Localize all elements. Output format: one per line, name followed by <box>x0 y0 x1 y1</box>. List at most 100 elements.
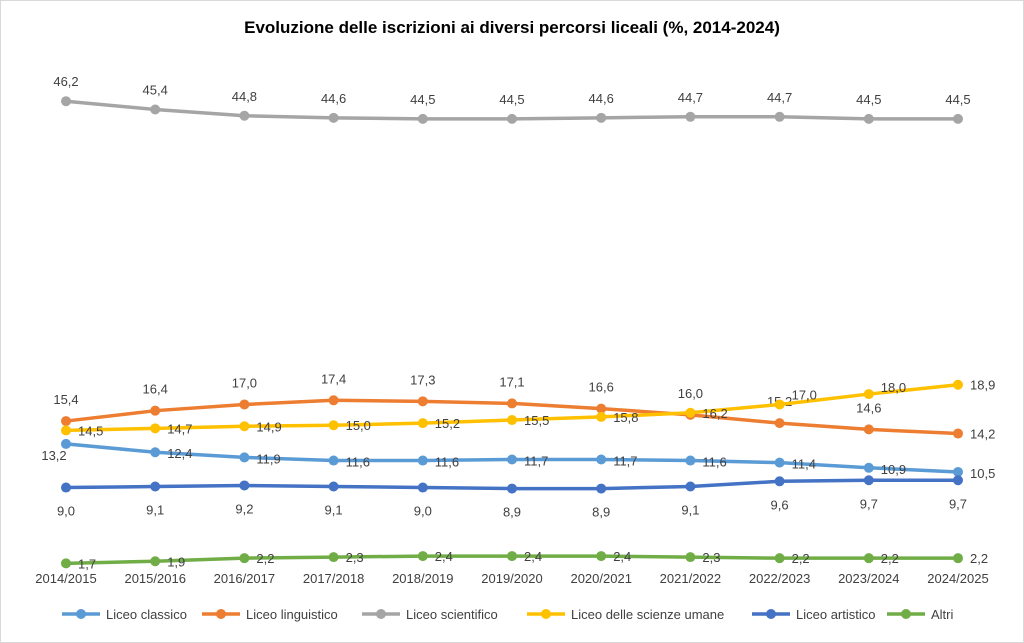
x-tick-label: 2023/2024 <box>838 571 899 586</box>
data-label: 44,5 <box>499 92 524 107</box>
data-label: 15,2 <box>435 416 460 431</box>
data-point <box>863 389 874 400</box>
data-label: 9,1 <box>681 502 699 517</box>
series-liceo-linguistico: 15,4 16,4 17,0 17,4 17,3 17,1 16,6 16,0 15,2 14,6… <box>53 371 995 441</box>
series-liceo-scientifico: 46,2 45,4 44,8 44,6 44,5 44,5 44,6 44,7 44,7 44,5… <box>53 74 971 124</box>
legend-label: Liceo artistico <box>796 607 875 622</box>
x-tick-label: 2020/2021 <box>570 571 631 586</box>
data-label: 44,6 <box>321 91 346 106</box>
data-label: 17,4 <box>321 371 346 386</box>
data-point <box>953 475 963 486</box>
data-point <box>596 112 607 123</box>
data-point <box>417 455 428 466</box>
data-label: 2,4 <box>524 549 542 564</box>
legend-marker <box>901 609 911 619</box>
data-label: 2,3 <box>702 550 720 565</box>
data-point <box>774 457 785 468</box>
series-altri: 1,7 1,9 2,2 2,3 2,4 2,4 2,4 2,3 2,2 2,2 2,2 <box>61 549 988 571</box>
data-label: 17,0 <box>792 387 817 402</box>
data-label: 11,7 <box>613 453 637 468</box>
data-point <box>328 420 339 431</box>
data-point <box>328 395 339 406</box>
data-label: 46,2 <box>53 74 78 89</box>
data-point <box>685 552 696 563</box>
data-point <box>685 481 696 492</box>
data-point <box>774 399 785 410</box>
legend-item: Liceo linguistico <box>202 607 338 622</box>
data-label: 15,0 <box>346 418 371 433</box>
data-point <box>685 111 696 122</box>
data-label: 9,1 <box>325 502 343 517</box>
data-point <box>507 398 517 409</box>
legend-label: Liceo linguistico <box>246 607 338 622</box>
data-label: 14,2 <box>970 427 995 442</box>
data-point <box>507 454 517 465</box>
legend-item: Liceo scientifico <box>362 607 498 622</box>
data-label: 9,1 <box>146 502 164 517</box>
data-point <box>417 482 428 493</box>
data-label: 44,7 <box>767 90 792 105</box>
data-label: 14,6 <box>856 400 881 415</box>
x-tick-label: 2015/2016 <box>124 571 185 586</box>
data-point <box>61 96 71 107</box>
data-label: 44,6 <box>589 91 614 106</box>
data-point <box>774 553 785 564</box>
data-point <box>61 416 71 427</box>
data-label: 9,6 <box>771 497 789 512</box>
data-point <box>953 379 963 390</box>
legend: Liceo classico Liceo linguistico Liceo sci… <box>62 607 954 622</box>
legend-item: Altri <box>887 607 954 622</box>
data-point <box>150 423 161 434</box>
legend-item: Liceo classico <box>62 607 187 622</box>
x-tick-label: 2024/2025 <box>927 571 988 586</box>
data-point <box>685 407 696 418</box>
series-liceo-artistico: 9,0 9,1 9,2 9,1 9,0 8,9 8,9 9,1 9,6 9,7 9,7 <box>57 475 967 520</box>
data-label: 45,4 <box>143 83 168 98</box>
data-point <box>774 111 785 122</box>
data-point <box>596 483 607 494</box>
series-liceo-classico: 13,2 12,4 11,9 11,6 11,6 11,7 11,7 11,6 11,4 10,9… <box>41 438 995 481</box>
data-point <box>596 454 607 465</box>
x-tick-label: 2017/2018 <box>303 571 364 586</box>
data-label: 16,6 <box>589 380 614 395</box>
x-tick-label: 2021/2022 <box>660 571 721 586</box>
data-point <box>417 113 428 124</box>
data-point <box>61 425 71 436</box>
data-label: 9,2 <box>235 501 253 516</box>
data-label: 11,6 <box>702 455 726 470</box>
x-tick-label: 2016/2017 <box>214 571 275 586</box>
data-label: 11,7 <box>524 453 548 468</box>
data-label: 11,4 <box>792 457 816 472</box>
data-label: 2,3 <box>346 550 364 565</box>
data-label: 11,9 <box>256 451 280 466</box>
data-point <box>150 104 161 115</box>
data-point <box>239 480 250 491</box>
data-point <box>239 553 250 564</box>
data-point <box>774 476 785 487</box>
data-point <box>507 113 517 124</box>
data-point <box>507 415 517 426</box>
data-point <box>61 438 71 449</box>
data-label: 11,6 <box>346 455 370 470</box>
data-label: 16,0 <box>678 386 703 401</box>
data-point <box>328 481 339 492</box>
data-label: 44,8 <box>232 89 257 104</box>
data-point <box>685 455 696 466</box>
data-point <box>417 551 428 562</box>
data-point <box>417 396 428 407</box>
data-label: 13,2 <box>41 448 66 463</box>
data-point <box>507 551 517 562</box>
data-label: 44,5 <box>410 92 435 107</box>
data-point <box>953 113 963 124</box>
legend-marker <box>541 609 551 619</box>
data-point <box>596 551 607 562</box>
data-label: 8,9 <box>503 505 521 520</box>
data-label: 14,9 <box>256 419 281 434</box>
data-label: 1,9 <box>167 554 185 569</box>
data-label: 17,0 <box>232 375 257 390</box>
data-label: 2,2 <box>881 551 899 566</box>
data-label: 9,7 <box>860 496 878 511</box>
data-label: 12,4 <box>167 446 192 461</box>
data-label: 15,5 <box>524 413 549 428</box>
legend-label: Liceo delle scienze umane <box>571 607 724 622</box>
